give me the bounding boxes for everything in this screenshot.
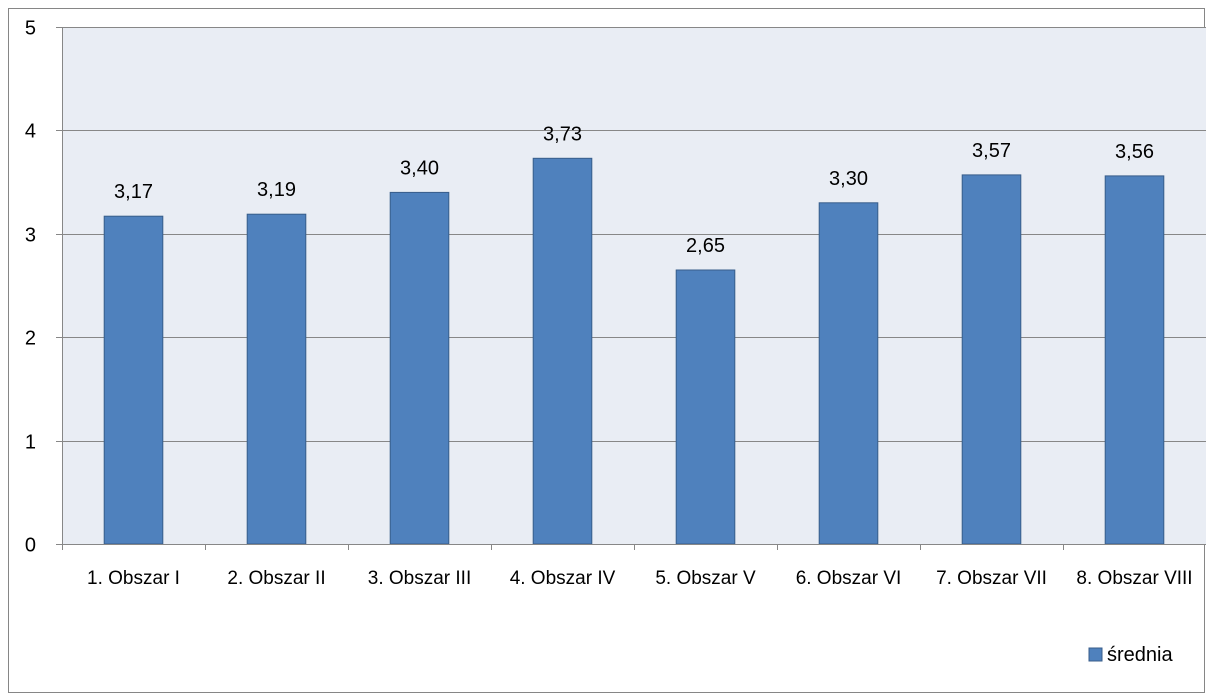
- y-tick-label: 4: [25, 121, 36, 143]
- bar: [389, 191, 450, 545]
- data-label: 3,17: [114, 181, 153, 203]
- y-tick-label: 1: [25, 432, 36, 454]
- bar: [961, 174, 1022, 545]
- plot-area: [62, 27, 1206, 544]
- x-tick-label: 2. Obszar II: [227, 568, 325, 589]
- data-label: 3,56: [1115, 141, 1154, 163]
- bar: [1104, 175, 1165, 545]
- legend: średnia: [1088, 644, 1173, 666]
- x-tick-label: 4. Obszar IV: [510, 568, 616, 589]
- y-tick-label: 2: [25, 328, 36, 350]
- bar: [675, 269, 736, 545]
- x-tick-label: 7. Obszar VII: [936, 568, 1047, 589]
- legend-swatch: [1088, 647, 1103, 662]
- x-tick-label: 8. Obszar VIII: [1076, 568, 1192, 589]
- data-label: 3,57: [972, 140, 1011, 162]
- bar: [246, 213, 307, 545]
- data-label: 3,19: [257, 179, 296, 201]
- legend-label: średnia: [1107, 644, 1173, 666]
- y-tick-label: 0: [25, 535, 36, 557]
- bar: [532, 157, 593, 545]
- labels: 0 1 2 3 4 5 3,17 1. Obszar I 3,19 2. Obszar II 3,4…: [25, 18, 1193, 590]
- y-tick-label: 5: [25, 18, 36, 40]
- data-label: 2,65: [686, 235, 725, 257]
- x-tick-label: 1. Obszar I: [87, 568, 180, 589]
- y-tick-label: 3: [25, 225, 36, 247]
- x-tick-label: 5. Obszar V: [655, 568, 756, 589]
- data-label: 3,40: [400, 157, 439, 179]
- bars: [103, 157, 1165, 545]
- x-tick-label: 3. Obszar III: [368, 568, 471, 589]
- axes: [56, 27, 1206, 550]
- data-label: 3,30: [829, 168, 868, 190]
- bar: [103, 215, 164, 545]
- bar: [818, 202, 879, 545]
- data-label: 3,73: [543, 123, 582, 145]
- x-tick-label: 6. Obszar VI: [796, 568, 902, 589]
